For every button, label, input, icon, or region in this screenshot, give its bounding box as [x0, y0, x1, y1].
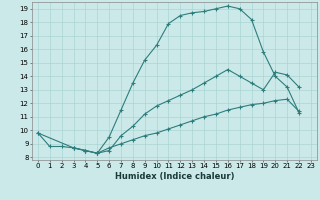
X-axis label: Humidex (Indice chaleur): Humidex (Indice chaleur)	[115, 172, 234, 181]
